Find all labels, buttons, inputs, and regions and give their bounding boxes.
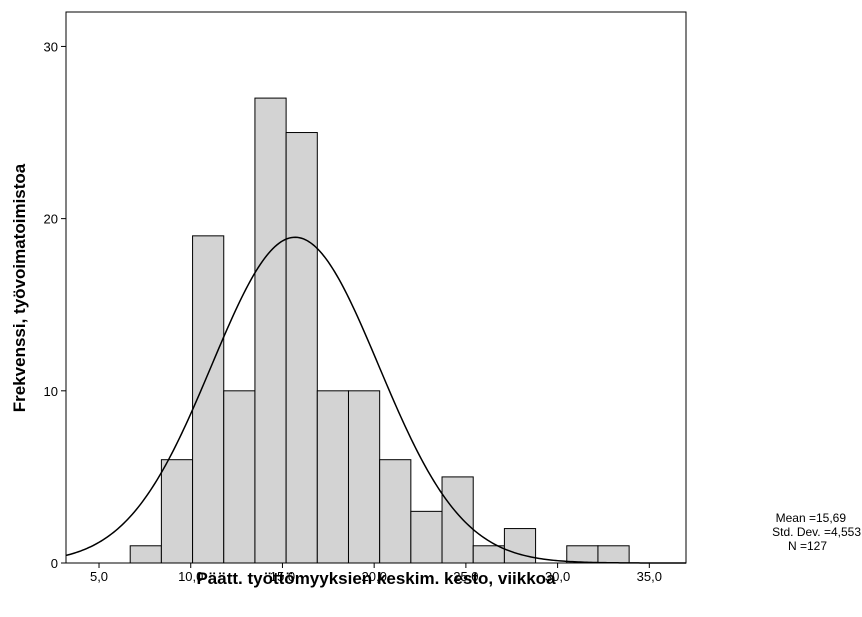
x-tick-label: 10,0: [178, 569, 203, 584]
x-axis-title: Päätt. työttömyyksien keskim. kesto, vii…: [196, 569, 556, 588]
histogram-bar: [472, 545, 505, 564]
y-axis-title: Frekvenssi, työvoimatoimistoa: [10, 163, 29, 412]
stats-n: N =127: [788, 539, 827, 553]
histogram-bar: [597, 545, 630, 564]
y-axis: 0 10 20 30: [44, 39, 66, 571]
stats-std-dev: Std. Dev. =4,553: [772, 525, 861, 539]
y-tick-label: 10: [44, 384, 58, 399]
y-tick-label: 20: [44, 212, 58, 227]
histogram-bar: [566, 545, 599, 564]
histogram-bar: [503, 528, 537, 564]
histogram-bars: [129, 97, 630, 564]
histogram-bar: [379, 459, 412, 564]
x-tick-label: 25,0: [453, 569, 478, 584]
histogram-bar: [285, 132, 318, 564]
stats-legend: Mean =15,69 Std. Dev. =4,553 N =127: [772, 511, 861, 553]
x-tick-label: 35,0: [637, 569, 662, 584]
histogram-bar: [129, 545, 162, 564]
x-tick-label: 15,0: [270, 569, 295, 584]
x-tick-label: 30,0: [545, 569, 570, 584]
histogram-bar: [316, 390, 349, 564]
x-tick-label: 20,0: [362, 569, 387, 584]
y-tick-label: 0: [51, 556, 58, 571]
histogram-bar: [410, 510, 443, 564]
x-tick-label: 5,0: [90, 569, 108, 584]
histogram-bar: [347, 390, 381, 564]
histogram-bar: [160, 459, 194, 564]
y-tick-label: 30: [44, 39, 58, 54]
histogram-bar: [441, 476, 474, 564]
stats-mean: Mean =15,69: [776, 511, 847, 525]
x-axis: 5,0 10,0 15,0 20,0 25,0 30,0 35,0: [90, 563, 662, 584]
histogram-bar: [254, 97, 287, 564]
normal-curve: [65, 236, 686, 564]
histogram-bar: [223, 390, 256, 564]
